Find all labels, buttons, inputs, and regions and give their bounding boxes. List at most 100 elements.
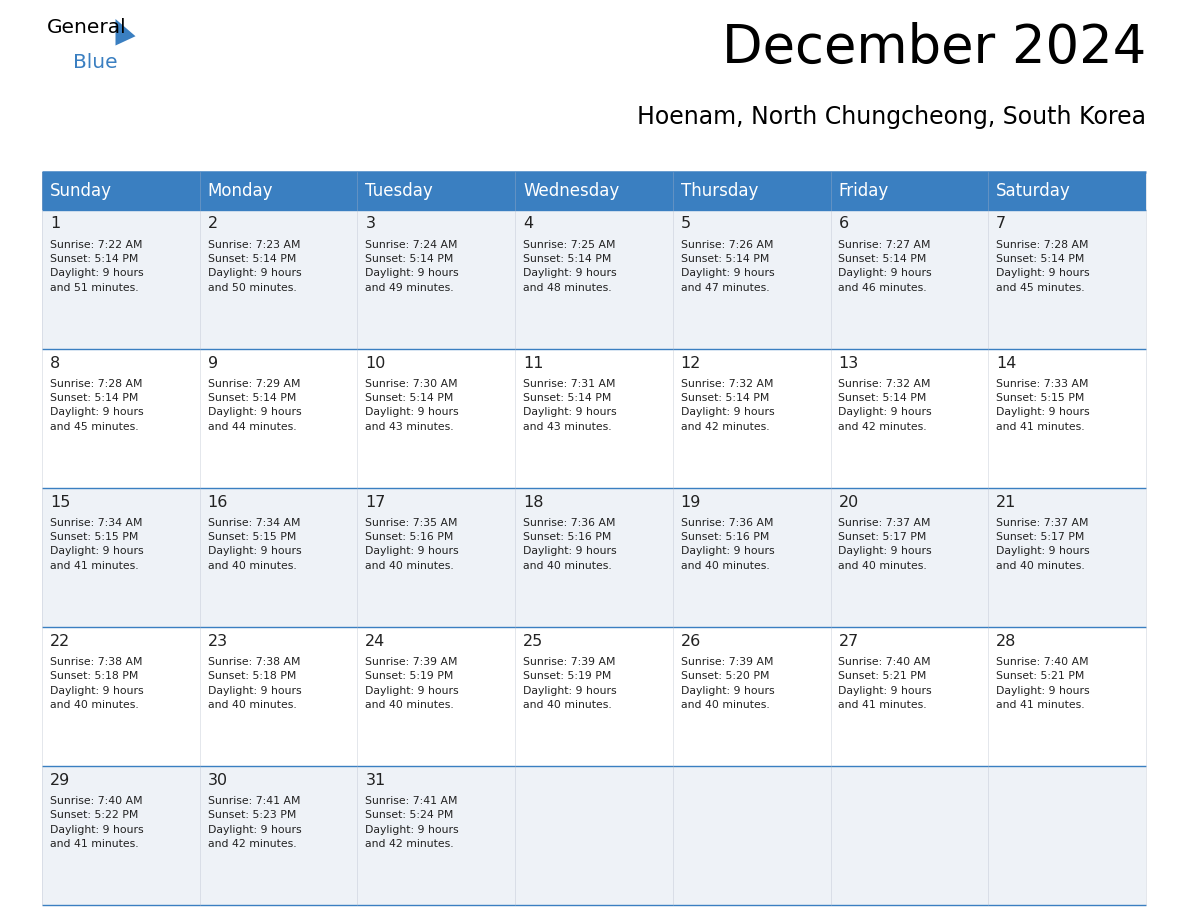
Bar xyxy=(358,487,516,627)
Text: 29: 29 xyxy=(50,773,70,788)
Text: 17: 17 xyxy=(366,495,386,509)
Text: Sunrise: 7:31 AM
Sunset: 5:14 PM
Daylight: 9 hours
and 43 minutes.: Sunrise: 7:31 AM Sunset: 5:14 PM Dayligh… xyxy=(523,378,617,431)
Text: Tuesday: Tuesday xyxy=(366,182,434,200)
Bar xyxy=(42,487,200,627)
Text: 23: 23 xyxy=(208,633,228,649)
Text: 25: 25 xyxy=(523,633,543,649)
Bar xyxy=(200,172,358,209)
Text: 3: 3 xyxy=(366,217,375,231)
Text: Sunrise: 7:34 AM
Sunset: 5:15 PM
Daylight: 9 hours
and 40 minutes.: Sunrise: 7:34 AM Sunset: 5:15 PM Dayligh… xyxy=(208,518,302,571)
Bar xyxy=(516,349,672,487)
Bar xyxy=(830,487,988,627)
Text: Sunrise: 7:28 AM
Sunset: 5:14 PM
Daylight: 9 hours
and 45 minutes.: Sunrise: 7:28 AM Sunset: 5:14 PM Dayligh… xyxy=(50,378,144,431)
Text: December 2024: December 2024 xyxy=(722,22,1146,74)
Bar xyxy=(988,487,1146,627)
Bar xyxy=(200,349,358,487)
Text: 19: 19 xyxy=(681,495,701,509)
Bar xyxy=(672,766,830,905)
Bar xyxy=(988,349,1146,487)
Text: Sunrise: 7:38 AM
Sunset: 5:18 PM
Daylight: 9 hours
and 40 minutes.: Sunrise: 7:38 AM Sunset: 5:18 PM Dayligh… xyxy=(50,656,144,710)
Bar xyxy=(672,487,830,627)
Text: 6: 6 xyxy=(839,217,848,231)
Text: 8: 8 xyxy=(50,355,61,371)
Text: Sunrise: 7:24 AM
Sunset: 5:14 PM
Daylight: 9 hours
and 49 minutes.: Sunrise: 7:24 AM Sunset: 5:14 PM Dayligh… xyxy=(366,240,459,293)
Text: Sunrise: 7:34 AM
Sunset: 5:15 PM
Daylight: 9 hours
and 41 minutes.: Sunrise: 7:34 AM Sunset: 5:15 PM Dayligh… xyxy=(50,518,144,571)
Text: 27: 27 xyxy=(839,633,859,649)
Text: Sunrise: 7:39 AM
Sunset: 5:19 PM
Daylight: 9 hours
and 40 minutes.: Sunrise: 7:39 AM Sunset: 5:19 PM Dayligh… xyxy=(366,656,459,710)
Bar xyxy=(358,172,516,209)
Text: 2: 2 xyxy=(208,217,217,231)
Text: Thursday: Thursday xyxy=(681,182,758,200)
Text: 9: 9 xyxy=(208,355,217,371)
Bar xyxy=(516,172,672,209)
Text: 16: 16 xyxy=(208,495,228,509)
Text: 12: 12 xyxy=(681,355,701,371)
Text: Sunrise: 7:41 AM
Sunset: 5:23 PM
Daylight: 9 hours
and 42 minutes.: Sunrise: 7:41 AM Sunset: 5:23 PM Dayligh… xyxy=(208,796,302,849)
Bar xyxy=(830,766,988,905)
Bar xyxy=(200,209,358,349)
Text: Sunrise: 7:35 AM
Sunset: 5:16 PM
Daylight: 9 hours
and 40 minutes.: Sunrise: 7:35 AM Sunset: 5:16 PM Dayligh… xyxy=(366,518,459,571)
Text: 21: 21 xyxy=(997,495,1017,509)
Bar xyxy=(672,209,830,349)
Text: Blue: Blue xyxy=(72,53,118,72)
Text: 1: 1 xyxy=(50,217,61,231)
Text: 18: 18 xyxy=(523,495,544,509)
Bar xyxy=(988,172,1146,209)
Bar xyxy=(358,766,516,905)
Text: 30: 30 xyxy=(208,773,228,788)
Bar xyxy=(672,172,830,209)
Bar xyxy=(200,487,358,627)
Bar xyxy=(200,627,358,766)
Text: Sunrise: 7:30 AM
Sunset: 5:14 PM
Daylight: 9 hours
and 43 minutes.: Sunrise: 7:30 AM Sunset: 5:14 PM Dayligh… xyxy=(366,378,459,431)
Bar xyxy=(358,349,516,487)
Bar xyxy=(516,209,672,349)
Text: Sunrise: 7:36 AM
Sunset: 5:16 PM
Daylight: 9 hours
and 40 minutes.: Sunrise: 7:36 AM Sunset: 5:16 PM Dayligh… xyxy=(681,518,775,571)
Text: Sunrise: 7:37 AM
Sunset: 5:17 PM
Daylight: 9 hours
and 40 minutes.: Sunrise: 7:37 AM Sunset: 5:17 PM Dayligh… xyxy=(839,518,933,571)
Text: Wednesday: Wednesday xyxy=(523,182,619,200)
Text: Sunrise: 7:39 AM
Sunset: 5:19 PM
Daylight: 9 hours
and 40 minutes.: Sunrise: 7:39 AM Sunset: 5:19 PM Dayligh… xyxy=(523,656,617,710)
Text: Sunrise: 7:26 AM
Sunset: 5:14 PM
Daylight: 9 hours
and 47 minutes.: Sunrise: 7:26 AM Sunset: 5:14 PM Dayligh… xyxy=(681,240,775,293)
Bar xyxy=(988,209,1146,349)
Bar xyxy=(358,209,516,349)
Text: 28: 28 xyxy=(997,633,1017,649)
Bar xyxy=(358,627,516,766)
Bar xyxy=(516,487,672,627)
Text: General: General xyxy=(48,18,127,37)
Text: Sunrise: 7:40 AM
Sunset: 5:21 PM
Daylight: 9 hours
and 41 minutes.: Sunrise: 7:40 AM Sunset: 5:21 PM Dayligh… xyxy=(997,656,1089,710)
Text: 5: 5 xyxy=(681,217,691,231)
Bar xyxy=(42,349,200,487)
Bar xyxy=(830,627,988,766)
Text: Sunrise: 7:32 AM
Sunset: 5:14 PM
Daylight: 9 hours
and 42 minutes.: Sunrise: 7:32 AM Sunset: 5:14 PM Dayligh… xyxy=(839,378,933,431)
Text: Sunrise: 7:27 AM
Sunset: 5:14 PM
Daylight: 9 hours
and 46 minutes.: Sunrise: 7:27 AM Sunset: 5:14 PM Dayligh… xyxy=(839,240,933,293)
Text: Sunrise: 7:23 AM
Sunset: 5:14 PM
Daylight: 9 hours
and 50 minutes.: Sunrise: 7:23 AM Sunset: 5:14 PM Dayligh… xyxy=(208,240,302,293)
Text: 31: 31 xyxy=(366,773,386,788)
Polygon shape xyxy=(115,19,135,46)
Text: 7: 7 xyxy=(997,217,1006,231)
Text: Sunrise: 7:29 AM
Sunset: 5:14 PM
Daylight: 9 hours
and 44 minutes.: Sunrise: 7:29 AM Sunset: 5:14 PM Dayligh… xyxy=(208,378,302,431)
Bar xyxy=(200,766,358,905)
Text: Saturday: Saturday xyxy=(997,182,1070,200)
Bar xyxy=(42,766,200,905)
Bar xyxy=(42,627,200,766)
Text: Sunrise: 7:28 AM
Sunset: 5:14 PM
Daylight: 9 hours
and 45 minutes.: Sunrise: 7:28 AM Sunset: 5:14 PM Dayligh… xyxy=(997,240,1089,293)
Text: 20: 20 xyxy=(839,495,859,509)
Bar xyxy=(830,172,988,209)
Text: Sunrise: 7:38 AM
Sunset: 5:18 PM
Daylight: 9 hours
and 40 minutes.: Sunrise: 7:38 AM Sunset: 5:18 PM Dayligh… xyxy=(208,656,302,710)
Bar xyxy=(988,766,1146,905)
Bar xyxy=(830,209,988,349)
Text: Sunrise: 7:39 AM
Sunset: 5:20 PM
Daylight: 9 hours
and 40 minutes.: Sunrise: 7:39 AM Sunset: 5:20 PM Dayligh… xyxy=(681,656,775,710)
Text: Sunrise: 7:25 AM
Sunset: 5:14 PM
Daylight: 9 hours
and 48 minutes.: Sunrise: 7:25 AM Sunset: 5:14 PM Dayligh… xyxy=(523,240,617,293)
Bar xyxy=(42,209,200,349)
Text: 14: 14 xyxy=(997,355,1017,371)
Text: Sunrise: 7:33 AM
Sunset: 5:15 PM
Daylight: 9 hours
and 41 minutes.: Sunrise: 7:33 AM Sunset: 5:15 PM Dayligh… xyxy=(997,378,1089,431)
Text: 13: 13 xyxy=(839,355,859,371)
Text: Friday: Friday xyxy=(839,182,889,200)
Bar xyxy=(42,172,200,209)
Bar xyxy=(672,349,830,487)
Text: 26: 26 xyxy=(681,633,701,649)
Text: Sunrise: 7:32 AM
Sunset: 5:14 PM
Daylight: 9 hours
and 42 minutes.: Sunrise: 7:32 AM Sunset: 5:14 PM Dayligh… xyxy=(681,378,775,431)
Bar xyxy=(830,349,988,487)
Text: Sunrise: 7:22 AM
Sunset: 5:14 PM
Daylight: 9 hours
and 51 minutes.: Sunrise: 7:22 AM Sunset: 5:14 PM Dayligh… xyxy=(50,240,144,293)
Text: Sunrise: 7:40 AM
Sunset: 5:21 PM
Daylight: 9 hours
and 41 minutes.: Sunrise: 7:40 AM Sunset: 5:21 PM Dayligh… xyxy=(839,656,933,710)
Bar xyxy=(516,766,672,905)
